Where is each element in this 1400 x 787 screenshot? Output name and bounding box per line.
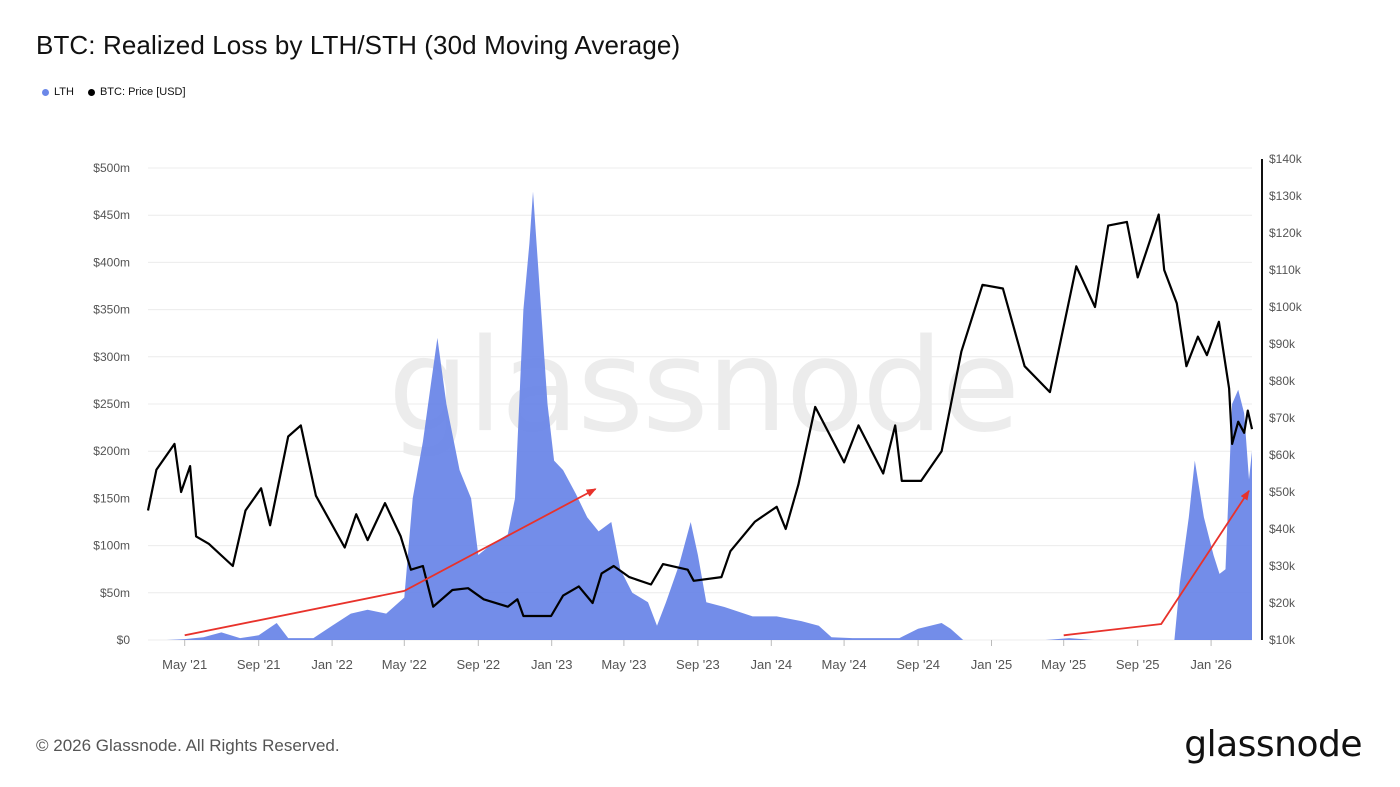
x-axis-tick-label: Sep '22 [456,657,500,672]
x-axis-tick-label: May '22 [382,657,427,672]
right-axis-tick-label: $90k [1269,337,1296,351]
legend-label-lth: LTH [54,86,74,98]
right-axis-tick-label: $140k [1269,152,1303,166]
right-axis-tick-label: $30k [1269,559,1296,573]
left-axis-tick-label: $50m [100,586,130,600]
x-axis-tick-label: Jan '24 [751,657,793,672]
btc-price-line [146,213,1254,618]
right-axis-tick-label: $60k [1269,448,1296,462]
x-axis-tick-label: Jan '22 [311,657,353,672]
glassnode-logo: glassnode [1184,724,1362,765]
x-axis-tick-label: Jan '25 [971,657,1013,672]
right-axis-tick-label: $130k [1269,189,1303,203]
left-axis-tick-label: $500m [93,161,130,175]
right-axis-tick-label: $50k [1269,485,1296,499]
x-axis-tick-label: May '23 [601,657,646,672]
left-axis-tick-label: $250m [93,397,130,411]
right-axis-tick-label: $110k [1269,263,1302,277]
left-axis-tick-label: $200m [93,444,130,458]
copyright-footer: © 2026 Glassnode. All Rights Reserved. [36,736,340,755]
right-axis-tick-label: $10k [1269,633,1296,647]
right-axis-tick-label: $40k [1269,522,1296,536]
x-axis-tick-label: Sep '25 [1116,657,1160,672]
x-axis-tick-label: May '25 [1041,657,1086,672]
x-axis-tick-label: Sep '24 [896,657,940,672]
right-axis-tick-label: $70k [1269,411,1296,425]
x-axis-tick-label: Sep '23 [676,657,720,672]
right-axis-tick-label: $100k [1269,300,1303,314]
chart-title: BTC: Realized Loss by LTH/STH (30d Movin… [36,30,681,60]
left-axis-tick-label: $450m [93,208,130,222]
left-axis-tick-label: $150m [93,491,130,505]
left-axis-tick-label: $300m [93,350,130,364]
x-axis-tick-label: Jan '23 [531,657,573,672]
legend-item-price[interactable]: BTC: Price [USD] [87,86,186,98]
x-axis-tick-label: Jan '26 [1190,657,1232,672]
x-axis-tick-label: May '21 [162,657,207,672]
legend-dot-lth [42,88,49,96]
right-axis-tick-label: $120k [1269,226,1303,240]
legend-item-lth[interactable]: LTH [42,86,74,98]
legend: LTH BTC: Price [USD] [42,86,186,98]
x-axis-tick-label: Sep '21 [237,657,281,672]
lth-area [148,191,1252,640]
trend-arrow [1063,489,1250,637]
legend-label-price: BTC: Price [USD] [99,86,186,98]
left-axis-tick-label: $100m [93,539,130,553]
right-axis-tick-label: $20k [1269,596,1296,610]
x-axis-tick-label: May '24 [822,657,867,672]
trend-arrow [184,488,597,637]
right-axis-tick-label: $80k [1269,374,1296,388]
left-axis-tick-label: $350m [93,303,130,317]
left-axis-tick-label: $400m [93,255,130,269]
left-axis-tick-label: $0 [117,633,131,647]
legend-dot-price [87,88,95,96]
